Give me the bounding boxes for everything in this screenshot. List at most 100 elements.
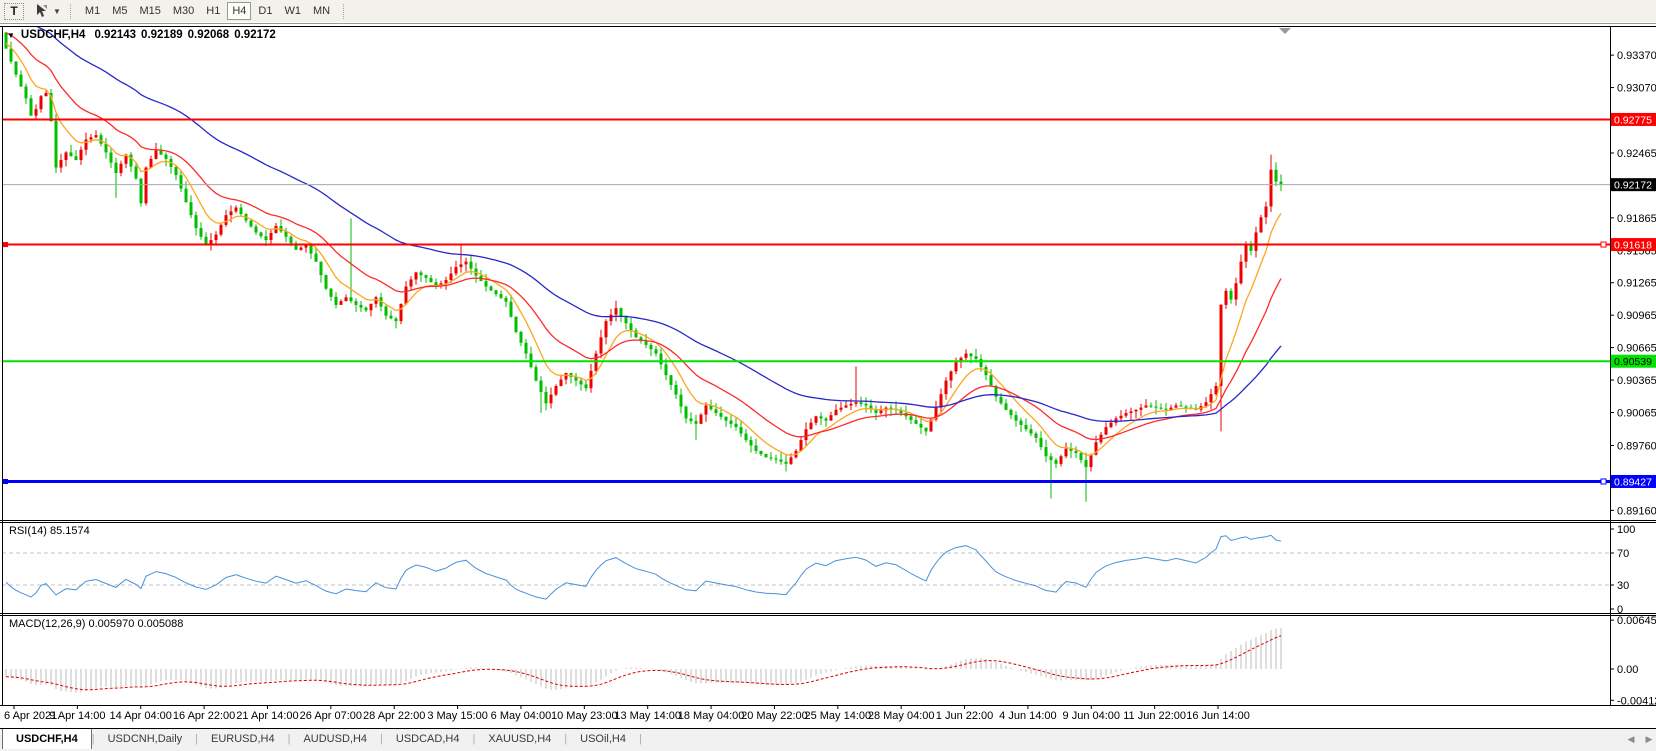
time-tick-label: 11 Jun 22:00 [1123, 710, 1186, 722]
time-tick-label: 25 May 14:00 [804, 710, 871, 722]
horizontal-line-0.91618[interactable] [2, 241, 1610, 248]
timeframe-button-mn[interactable]: MN [308, 2, 335, 20]
price-tick-label: 0.91565 [1617, 245, 1656, 257]
price-tick-label: 0.91265 [1617, 278, 1656, 290]
time-tick-label: 16 Apr 22:00 [173, 710, 235, 722]
tab-scroll-right-icon[interactable]: ▶ [1645, 734, 1653, 744]
timeframe-button-h4[interactable]: H4 [227, 2, 252, 20]
expand-triangle-icon[interactable]: ▼ [7, 30, 15, 40]
price-tick-label: 0.89760 [1617, 440, 1656, 452]
price-tick-label: 0.90665 [1617, 343, 1656, 355]
time-tick-label: 20 May 22:00 [741, 710, 808, 722]
chart-tab-usoil[interactable]: USOil,H4 [580, 733, 626, 745]
timeframe-button-h1[interactable]: H1 [201, 2, 225, 20]
chart-tab-eurusd[interactable]: EURUSD,H4 [211, 733, 275, 745]
time-tick-label: 1 Jun 22:00 [936, 710, 994, 722]
ohlc-close: 0.92172 [234, 29, 276, 41]
rsi-plot [5, 534, 1282, 600]
time-tick-label: 9 Apr 14:00 [49, 710, 105, 722]
toolbar-separator [343, 3, 345, 19]
price-tick-label: 0.89160 [1617, 505, 1656, 517]
time-tick-label: 18 May 04:00 [678, 710, 745, 722]
price-badge: 0.91618 [1614, 240, 1652, 252]
timeframe-button-m5[interactable]: M5 [107, 2, 132, 20]
macd-signal-value: 0.005088 [137, 618, 184, 630]
moving-averages [5, 27, 1282, 456]
price-tick-label: 0.90065 [1617, 407, 1656, 419]
chart-canvas[interactable]: 0.93370 0.93070 0.92465 0.91865 0.91565 0.912… [0, 22, 1656, 751]
tab-separator: | [380, 733, 383, 745]
ohlc-open: 0.92143 [94, 29, 137, 41]
time-tick-label: 10 May 23:00 [551, 710, 618, 722]
chart-tab-audusd[interactable]: AUDUSD,H4 [303, 733, 368, 745]
rsi-axis-label: 30 [1617, 580, 1629, 592]
horizontal-line-0.89427[interactable] [2, 478, 1610, 485]
arrow-objects-icon [37, 4, 47, 17]
price-tick-label: 0.93070 [1617, 83, 1656, 95]
ma-8-line [5, 42, 1282, 456]
timeframe-button-m1[interactable]: M1 [80, 2, 105, 20]
chart-tab-bar: ◀ ▶ USDCHF,H4 | USDCNH,Daily | EURUSD,H4 | AUD… [0, 728, 1656, 749]
macd-axis-label: 0.006451 [1617, 615, 1656, 627]
price-tick-label: 0.92465 [1617, 148, 1656, 160]
price-badge: 0.92172 [1614, 180, 1652, 192]
tab-separator: | [472, 733, 476, 745]
time-tick-label: 26 Apr 07:00 [300, 710, 362, 722]
price-badge: 0.92775 [1614, 114, 1652, 126]
chart-tab-xauusd[interactable]: XAUUSD,H4 [488, 733, 552, 745]
macd-value: 0.005970 [88, 618, 135, 630]
macd-indicator-label: MACD(12,26,9) 0.005970 0.005088 [9, 618, 184, 630]
timeframe-button-group: M1 M5 M15 M30 H1 H4 D1 W1 MN [79, 0, 336, 22]
top-toolbar: T ▼ M1 M5 M15 M30 H1 H4 D1 W1 MN [0, 0, 1656, 23]
chart-title: ▼ USDCHF,H4 0.92143 0.92189 0.92068 0.92… [7, 29, 276, 41]
tab-scroll-left-icon[interactable]: ◀ [1627, 734, 1635, 744]
toolbar-separator [69, 3, 72, 19]
chart-tab-usdcnh[interactable]: USDCNH,Daily [107, 733, 183, 745]
timeframe-button-w1[interactable]: W1 [279, 2, 306, 20]
time-tick-label: 4 Jun 14:00 [999, 710, 1057, 722]
timeframe-button-d1[interactable]: D1 [253, 2, 277, 20]
ma-55-line [36, 27, 1282, 423]
text-tool-button[interactable]: T [4, 2, 24, 20]
price-tick-label: 0.93370 [1617, 50, 1656, 62]
dropdown-caret-icon: ▼ [53, 6, 61, 16]
chart-shift-marker-icon [1279, 28, 1291, 34]
price-axis[interactable]: 0.93370 0.93070 0.92465 0.91865 0.91565 0.912… [1610, 50, 1656, 707]
time-tick-label: 9 Jun 04:00 [1063, 710, 1121, 722]
price-tick-label: 0.91865 [1617, 213, 1656, 225]
rsi-value: 85.1574 [49, 525, 90, 537]
time-tick-label: 13 May 14:00 [614, 710, 681, 722]
timeframe-button-m30[interactable]: M30 [168, 2, 199, 20]
ohlc-low: 0.92068 [187, 29, 230, 41]
rsi-axis-label: 70 [1617, 548, 1629, 560]
tab-separator: | [639, 733, 642, 745]
price-badge: 0.90539 [1614, 356, 1652, 368]
ohlc-high: 0.92189 [141, 29, 183, 41]
rsi-indicator-label: RSI(14) 85.1574 [9, 525, 90, 537]
timeframe-button-m15[interactable]: M15 [134, 2, 165, 20]
ma-21-line [5, 32, 1282, 441]
macd-axis-label: -0.004129 [1617, 695, 1656, 707]
time-tick-label: 6 May 04:00 [491, 710, 552, 722]
chart-tab-usdcad[interactable]: USDCAD,H4 [395, 733, 460, 745]
tab-separator: | [287, 733, 291, 745]
tab-separator: | [195, 733, 199, 745]
price-tick-label: 0.90365 [1617, 375, 1656, 387]
time-tick-label: 14 Apr 04:00 [110, 710, 172, 722]
time-tick-label: 3 May 15:00 [427, 710, 488, 722]
time-tick-label: 28 Apr 22:00 [363, 710, 425, 722]
tab-separator: | [91, 733, 95, 745]
tab-separator: | [564, 733, 568, 745]
time-tick-label: 16 Jun 14:00 [1186, 710, 1250, 722]
rsi-axis-label: 0 [1617, 604, 1623, 616]
arrow-objects-button[interactable]: ▼ [32, 2, 63, 20]
time-tick-label: 6 Apr 2021 [4, 710, 57, 722]
price-tick-label: 0.90965 [1617, 310, 1656, 322]
price-badge: 0.89427 [1614, 476, 1652, 488]
time-tick-label: 28 May 04:00 [868, 710, 935, 722]
macd-plot [5, 628, 1282, 693]
symbol-timeframe-label: USDCHF,H4 [20, 29, 86, 41]
chart-tab-usdchf[interactable]: USDCHF,H4 [2, 729, 92, 749]
